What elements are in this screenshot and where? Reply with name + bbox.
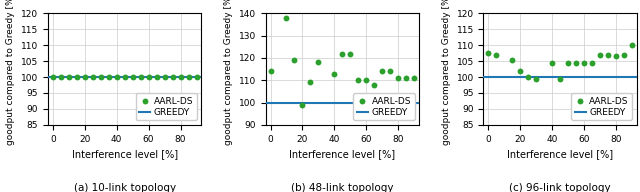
AARL-DS	[619, 53, 629, 56]
Legend: AARL-DS, GREEDY: AARL-DS, GREEDY	[571, 93, 632, 120]
AARL-DS	[175, 75, 186, 79]
AARL-DS	[95, 75, 106, 79]
AARL-DS	[289, 59, 300, 62]
AARL-DS	[409, 76, 419, 79]
AARL-DS	[571, 61, 581, 64]
AARL-DS	[491, 53, 501, 56]
AARL-DS	[314, 61, 324, 64]
AARL-DS	[345, 52, 355, 55]
AARL-DS	[191, 75, 202, 79]
AARL-DS	[627, 44, 637, 47]
AARL-DS	[282, 16, 292, 19]
Y-axis label: goodput compared to Greedy [%]: goodput compared to Greedy [%]	[6, 0, 15, 145]
AARL-DS	[579, 61, 589, 64]
GREEDY	[484, 76, 492, 78]
Y-axis label: goodput compared to Greedy [%]: goodput compared to Greedy [%]	[442, 0, 451, 145]
Legend: AARL-DS, GREEDY: AARL-DS, GREEDY	[353, 93, 415, 120]
AARL-DS	[337, 52, 348, 55]
AARL-DS	[369, 83, 380, 86]
AARL-DS	[393, 76, 403, 79]
GREEDY	[268, 101, 276, 104]
AARL-DS	[330, 72, 340, 75]
AARL-DS	[136, 75, 146, 79]
GREEDY	[49, 76, 56, 78]
AARL-DS	[159, 75, 170, 79]
AARL-DS	[523, 75, 533, 79]
AARL-DS	[104, 75, 114, 79]
AARL-DS	[168, 75, 178, 79]
AARL-DS	[184, 75, 194, 79]
AARL-DS	[298, 103, 308, 106]
GREEDY	[51, 76, 58, 78]
AARL-DS	[143, 75, 154, 79]
AARL-DS	[353, 79, 364, 82]
AARL-DS	[63, 75, 74, 79]
AARL-DS	[56, 75, 66, 79]
X-axis label: Interference level [%]: Interference level [%]	[72, 149, 178, 159]
AARL-DS	[111, 75, 122, 79]
AARL-DS	[88, 75, 98, 79]
AARL-DS	[587, 61, 597, 64]
Text: (c) 96-link topology: (c) 96-link topology	[509, 183, 611, 192]
Text: (a) 10-link topology: (a) 10-link topology	[74, 183, 176, 192]
AARL-DS	[72, 75, 82, 79]
AARL-DS	[547, 61, 557, 64]
AARL-DS	[152, 75, 162, 79]
AARL-DS	[603, 53, 613, 56]
AARL-DS	[595, 53, 605, 56]
AARL-DS	[555, 77, 565, 80]
X-axis label: Interference level [%]: Interference level [%]	[507, 149, 613, 159]
Text: (b) 48-link topology: (b) 48-link topology	[291, 183, 394, 192]
AARL-DS	[563, 61, 573, 64]
X-axis label: Interference level [%]: Interference level [%]	[289, 149, 396, 159]
AARL-DS	[531, 77, 541, 80]
AARL-DS	[47, 75, 58, 79]
AARL-DS	[377, 70, 387, 73]
AARL-DS	[611, 55, 621, 58]
GREEDY	[267, 101, 275, 104]
AARL-DS	[120, 75, 130, 79]
AARL-DS	[361, 79, 371, 82]
AARL-DS	[515, 69, 525, 72]
AARL-DS	[385, 70, 396, 73]
AARL-DS	[401, 76, 412, 79]
AARL-DS	[127, 75, 138, 79]
Legend: AARL-DS, GREEDY: AARL-DS, GREEDY	[136, 93, 197, 120]
GREEDY	[486, 76, 493, 78]
AARL-DS	[305, 81, 316, 84]
AARL-DS	[266, 70, 276, 73]
Y-axis label: goodput compared to Greedy [%]: goodput compared to Greedy [%]	[224, 0, 233, 145]
AARL-DS	[79, 75, 90, 79]
AARL-DS	[483, 52, 493, 55]
AARL-DS	[507, 58, 517, 61]
